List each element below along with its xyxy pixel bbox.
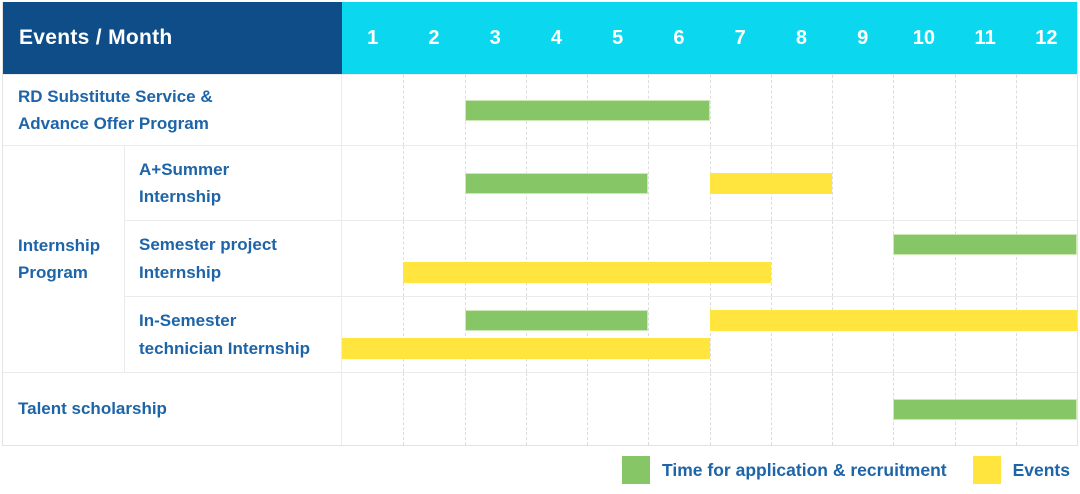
month-header-2: 2 bbox=[428, 26, 440, 49]
bar-a_summer-events bbox=[709, 172, 832, 194]
header-title-cell: Events / Month bbox=[3, 2, 342, 74]
month-gridline bbox=[832, 221, 833, 296]
bar-a_summer-recruitment bbox=[464, 172, 649, 194]
chart-row-in-semester bbox=[342, 297, 1077, 372]
month-gridline bbox=[770, 297, 772, 372]
month-header-12: 12 bbox=[1035, 26, 1058, 49]
bar-in_semester-events bbox=[709, 310, 1077, 331]
month-gridline bbox=[832, 297, 833, 372]
month-gridline bbox=[648, 221, 650, 296]
chart-row-semester-project bbox=[342, 221, 1077, 296]
month-gridline bbox=[525, 221, 527, 296]
month-gridline bbox=[1015, 297, 1017, 372]
month-header-1: 1 bbox=[367, 26, 379, 49]
legend-swatch-recruitment bbox=[622, 456, 651, 484]
month-gridline bbox=[525, 297, 527, 372]
bar-talent-recruitment bbox=[893, 398, 1077, 420]
month-gridline bbox=[709, 297, 711, 372]
legend-label-events: Events bbox=[1012, 459, 1070, 480]
bar-lane bbox=[342, 310, 1077, 331]
month-header-7: 7 bbox=[734, 26, 746, 49]
bar-lane bbox=[342, 262, 1077, 283]
row-label-in-semester-technician-internship: In-Semester technician Internship bbox=[125, 297, 342, 372]
group-label-internship-program: Internship Program bbox=[3, 146, 125, 372]
row-label-a-summer-internship: A+Summer Internship bbox=[125, 146, 342, 220]
bar-rd_substitute-recruitment bbox=[464, 99, 710, 121]
bar-lane bbox=[342, 99, 1077, 121]
month-header-11: 11 bbox=[974, 26, 996, 49]
month-gridline bbox=[1015, 221, 1017, 296]
month-header-3: 3 bbox=[489, 26, 501, 49]
month-header-6: 6 bbox=[673, 26, 685, 49]
month-gridline bbox=[587, 221, 588, 296]
chart-row-talent bbox=[342, 373, 1077, 445]
bar-lane bbox=[342, 234, 1077, 255]
month-gridline bbox=[954, 297, 956, 372]
legend-swatch-events bbox=[972, 456, 1001, 484]
internship-subrows: A+Summer Internship Semester project Int… bbox=[125, 146, 1077, 372]
month-gridline bbox=[403, 221, 405, 296]
internship-program-group: Internship Program A+Summer Internship S… bbox=[3, 145, 1077, 372]
bar-lane bbox=[342, 172, 1077, 194]
legend: Time for application & recruitment Event… bbox=[2, 446, 1078, 494]
month-gridline bbox=[587, 297, 588, 372]
month-header-4: 4 bbox=[550, 26, 562, 49]
month-header-8: 8 bbox=[795, 26, 807, 49]
bar-lane bbox=[342, 338, 1077, 359]
table-row: Talent scholarship bbox=[3, 372, 1077, 445]
month-gridline bbox=[770, 221, 772, 296]
month-header-5: 5 bbox=[612, 26, 624, 49]
month-gridline bbox=[893, 297, 895, 372]
row-label-talent-scholarship: Talent scholarship bbox=[3, 373, 342, 445]
month-header-9: 9 bbox=[857, 26, 869, 49]
table-header-row: Events / Month 1 2 3 4 5 6 7 8 9 10 11 12 bbox=[3, 2, 1077, 74]
month-gridline bbox=[954, 221, 956, 296]
month-gridline bbox=[464, 221, 466, 296]
events-table: Events / Month 1 2 3 4 5 6 7 8 9 10 11 12 RD Substi… bbox=[2, 2, 1078, 446]
table-row: A+Summer Internship bbox=[125, 146, 1077, 220]
month-gridline bbox=[464, 297, 466, 372]
month-gridline bbox=[709, 221, 711, 296]
bar-semester_project-recruitment bbox=[893, 234, 1077, 255]
bar-semester_project-events bbox=[403, 262, 771, 283]
month-header-10: 10 bbox=[912, 26, 935, 49]
table-row: Semester project Internship bbox=[125, 220, 1077, 296]
chart-row-rd-substitute bbox=[342, 75, 1077, 145]
table-row: RD Substitute Service & Advance Offer Pr… bbox=[3, 74, 1077, 145]
month-header: 1 2 3 4 5 6 7 8 9 10 11 12 bbox=[342, 2, 1077, 74]
bar-in_semester-recruitment bbox=[464, 310, 649, 331]
bar-lane bbox=[342, 398, 1077, 420]
month-gridline bbox=[893, 221, 895, 296]
month-gridline bbox=[403, 297, 405, 372]
row-label-semester-project-internship: Semester project Internship bbox=[125, 221, 342, 296]
bar-in_semester-events bbox=[342, 338, 710, 359]
chart-row-a-summer bbox=[342, 146, 1077, 220]
legend-label-recruitment: Time for application & recruitment bbox=[662, 459, 947, 480]
row-label-rd-substitute: RD Substitute Service & Advance Offer Pr… bbox=[3, 75, 342, 145]
month-gridline bbox=[648, 297, 650, 372]
table-row: In-Semester technician Internship bbox=[125, 296, 1077, 372]
